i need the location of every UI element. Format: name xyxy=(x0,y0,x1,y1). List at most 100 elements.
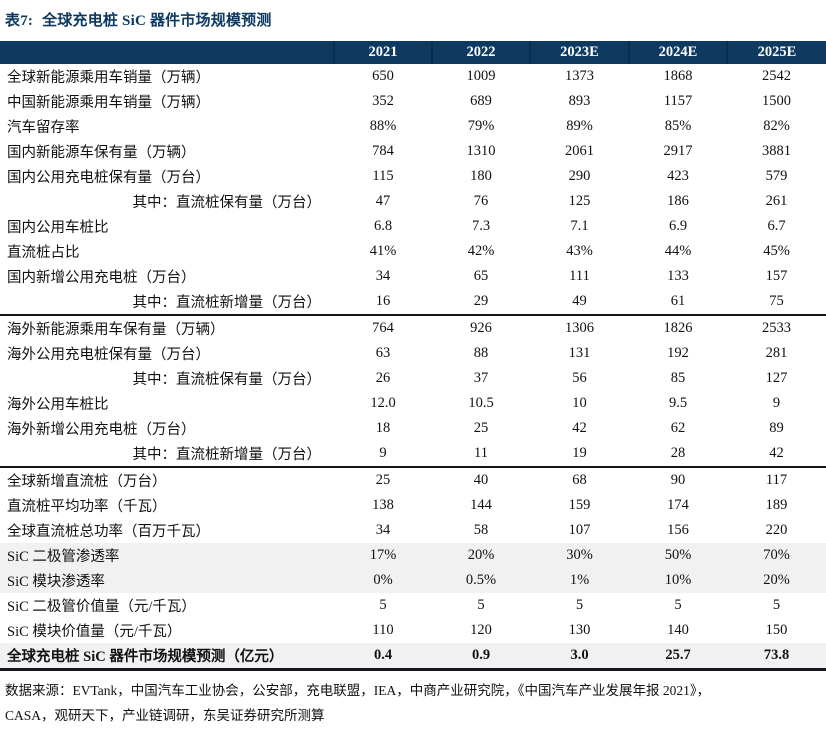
table-row: 全球新能源乘用车销量（万辆） 650 1009 1373 1868 2542 xyxy=(0,64,826,89)
cell-value: 40 xyxy=(432,467,530,493)
cell-value: 5 xyxy=(530,593,629,618)
cell-value: 43% xyxy=(530,239,629,264)
cell-value: 0.5% xyxy=(432,568,530,593)
cell-value: 61 xyxy=(629,289,727,316)
table-row: SiC 二极管价值量（元/千瓦） 5 5 5 5 5 xyxy=(0,593,826,618)
table-row: 国内公用充电桩保有量（万台） 115 180 290 423 579 xyxy=(0,164,826,189)
row-label: SiC 模块渗透率 xyxy=(0,568,334,593)
table-row: 中国新能源乘用车销量（万辆） 352 689 893 1157 1500 xyxy=(0,89,826,114)
cell-value: 16 xyxy=(334,289,432,316)
cell-value: 26 xyxy=(334,366,432,391)
cell-value: 89 xyxy=(727,416,826,441)
table-row: 海外新增公用充电桩（万台） 18 25 42 62 89 xyxy=(0,416,826,441)
cell-value: 650 xyxy=(334,64,432,89)
cell-value: 140 xyxy=(629,618,727,643)
cell-value: 1826 xyxy=(629,315,727,341)
source-note-line1: 数据来源：EVTank，中国汽车工业协会，公安部，充电联盟，IEA，中商产业研究… xyxy=(5,683,711,698)
row-label: 国内公用充电桩保有量（万台） xyxy=(0,164,334,189)
cell-value: 117 xyxy=(727,467,826,493)
cell-value: 88 xyxy=(432,341,530,366)
cell-value: 42 xyxy=(727,441,826,468)
row-label: 全球新增直流桩（万台） xyxy=(0,467,334,493)
cell-value: 220 xyxy=(727,518,826,543)
table-title: 表7: 全球充电桩 SiC 器件市场规模预测 xyxy=(5,9,826,30)
cell-value: 34 xyxy=(334,264,432,289)
cell-value: 11 xyxy=(432,441,530,468)
cell-value: 28 xyxy=(629,441,727,468)
cell-value: 893 xyxy=(530,89,629,114)
row-label: SiC 二极管价值量（元/千瓦） xyxy=(0,593,334,618)
cell-value: 37 xyxy=(432,366,530,391)
cell-value: 5 xyxy=(727,593,826,618)
cell-value: 0.9 xyxy=(432,643,530,671)
cell-value: 6.8 xyxy=(334,214,432,239)
cell-value: 180 xyxy=(432,164,530,189)
row-label: SiC 二极管渗透率 xyxy=(0,543,334,568)
cell-value: 89% xyxy=(530,114,629,139)
table-row: 海外公用车桩比 12.0 10.5 10 9.5 9 xyxy=(0,391,826,416)
table-row: 海外公用充电桩保有量（万台） 63 88 131 192 281 xyxy=(0,341,826,366)
cell-value: 150 xyxy=(727,618,826,643)
cell-value: 30% xyxy=(530,543,629,568)
row-label: 全球新能源乘用车销量（万辆） xyxy=(0,64,334,89)
cell-value: 90 xyxy=(629,467,727,493)
cell-value: 20% xyxy=(727,568,826,593)
forecast-table: 2021 2022 2023E 2024E 2025E 全球新能源乘用车销量（万辆） 65… xyxy=(0,41,826,671)
table-row: 国内公用车桩比 6.8 7.3 7.1 6.9 6.7 xyxy=(0,214,826,239)
column-header-2022: 2022 xyxy=(431,41,530,64)
cell-value: 2061 xyxy=(530,139,629,164)
table-row: 其中：直流桩保有量（万台） 26 37 56 85 127 xyxy=(0,366,826,391)
cell-value: 49 xyxy=(530,289,629,316)
table-row: 全球新增直流桩（万台） 25 40 68 90 117 xyxy=(0,467,826,493)
cell-value: 261 xyxy=(727,189,826,214)
cell-value: 689 xyxy=(432,89,530,114)
row-label: 其中：直流桩新增量（万台） xyxy=(0,289,334,316)
table-row: 国内新增公用充电桩（万台） 34 65 111 133 157 xyxy=(0,264,826,289)
cell-value: 79% xyxy=(432,114,530,139)
row-label: 全球直流桩总功率（百万千瓦） xyxy=(0,518,334,543)
column-header-blank xyxy=(0,41,334,64)
cell-value: 85% xyxy=(629,114,727,139)
cell-value: 0% xyxy=(334,568,432,593)
source-note-line2: CASA，观研天下，产业链调研，东吴证券研究所测算 xyxy=(5,708,325,723)
cell-value: 50% xyxy=(629,543,727,568)
cell-value: 5 xyxy=(629,593,727,618)
cell-value: 6.7 xyxy=(727,214,826,239)
cell-value: 12.0 xyxy=(334,391,432,416)
cell-value: 107 xyxy=(530,518,629,543)
cell-value: 3.0 xyxy=(530,643,629,671)
table-row: SiC 模块价值量（元/千瓦） 110 120 130 140 150 xyxy=(0,618,826,643)
cell-value: 157 xyxy=(727,264,826,289)
row-label: 其中：直流桩保有量（万台） xyxy=(0,366,334,391)
row-label: 其中：直流桩新增量（万台） xyxy=(0,441,334,468)
cell-value: 174 xyxy=(629,493,727,518)
table-row: SiC 模块渗透率 0% 0.5% 1% 10% 20% xyxy=(0,568,826,593)
cell-value: 44% xyxy=(629,239,727,264)
cell-value: 10.5 xyxy=(432,391,530,416)
cell-value: 1868 xyxy=(629,64,727,89)
cell-value: 0.4 xyxy=(334,643,432,671)
table-row: 其中：直流桩新增量（万台） 16 29 49 61 75 xyxy=(0,289,826,316)
cell-value: 156 xyxy=(629,518,727,543)
cell-value: 926 xyxy=(432,315,530,341)
row-label: 国内公用车桩比 xyxy=(0,214,334,239)
table-row: 直流桩平均功率（千瓦） 138 144 159 174 189 xyxy=(0,493,826,518)
cell-value: 34 xyxy=(334,518,432,543)
cell-value: 6.9 xyxy=(629,214,727,239)
source-note: 数据来源：EVTank，中国汽车工业协会，公安部，充电联盟，IEA，中商产业研究… xyxy=(5,678,826,728)
table-row: 全球直流桩总功率（百万千瓦） 34 58 107 156 220 xyxy=(0,518,826,543)
cell-value: 1373 xyxy=(530,64,629,89)
cell-value: 85 xyxy=(629,366,727,391)
cell-value: 1306 xyxy=(530,315,629,341)
table-row: 海外新能源乘用车保有量（万辆） 764 926 1306 1826 2533 xyxy=(0,315,826,341)
cell-value: 144 xyxy=(432,493,530,518)
cell-value: 159 xyxy=(530,493,629,518)
row-label: 直流桩平均功率（千瓦） xyxy=(0,493,334,518)
cell-value: 1157 xyxy=(629,89,727,114)
table-title-text: 全球充电桩 SiC 器件市场规模预测 xyxy=(42,13,272,29)
cell-value: 42% xyxy=(432,239,530,264)
table-row: 汽车留存率 88% 79% 89% 85% 82% xyxy=(0,114,826,139)
cell-value: 41% xyxy=(334,239,432,264)
cell-value: 10 xyxy=(530,391,629,416)
